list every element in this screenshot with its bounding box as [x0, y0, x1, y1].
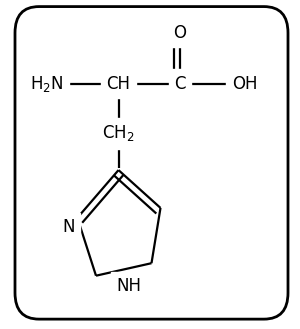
Text: N: N	[62, 218, 75, 236]
Text: O: O	[173, 24, 187, 42]
Text: CH: CH	[106, 75, 130, 93]
Text: OH: OH	[232, 75, 257, 93]
Text: NH: NH	[116, 277, 142, 295]
Text: CH$_2$: CH$_2$	[102, 123, 135, 143]
Text: C: C	[174, 75, 186, 93]
Text: H$_2$N: H$_2$N	[30, 74, 63, 94]
